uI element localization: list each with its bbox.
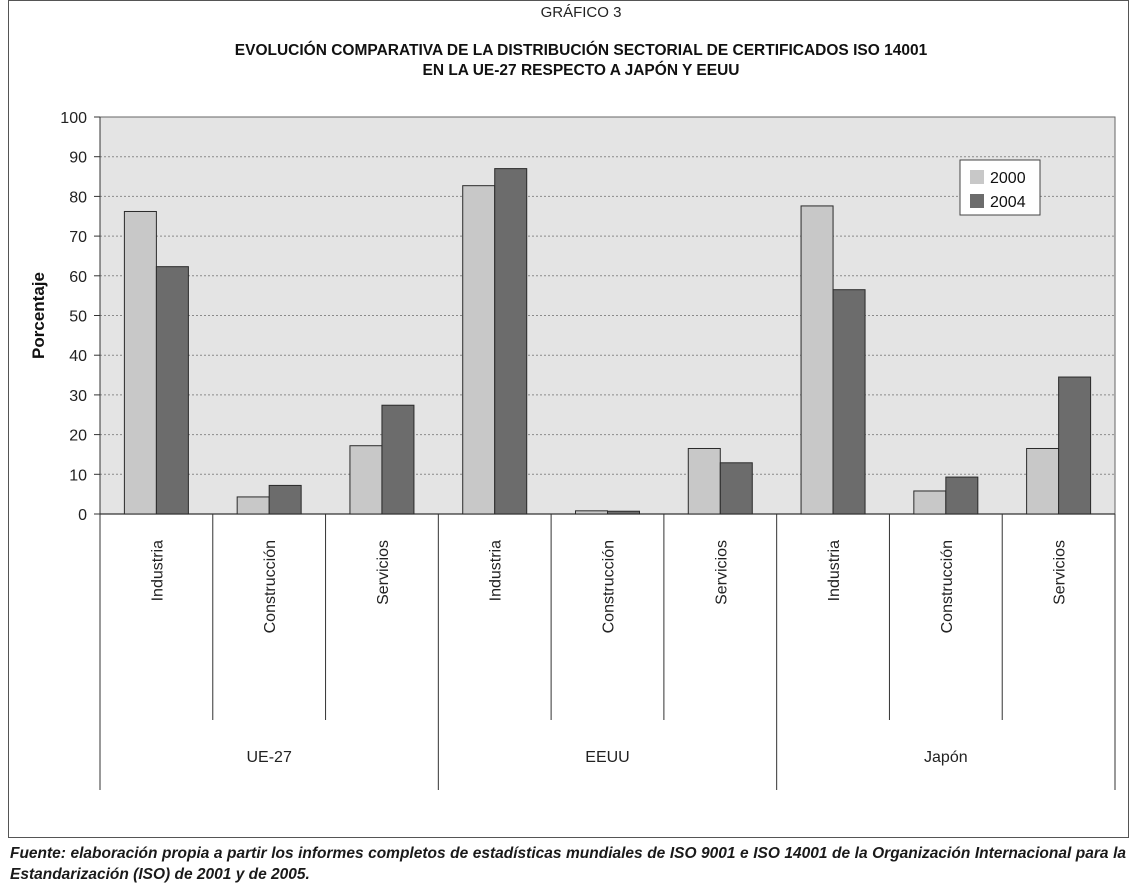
bar-2004-eeuu-1 (607, 510, 640, 515)
y-tick-label: 80 (69, 189, 87, 206)
bar-2000-eeuu-0 (462, 185, 496, 515)
y-tick-label: 60 (69, 269, 87, 286)
bar-2000-japón-2 (1026, 447, 1060, 515)
category-label: Construcción (939, 540, 956, 633)
category-label: Industria (488, 540, 505, 601)
group-label: EEUU (585, 749, 629, 766)
source-note: Fuente: elaboración propia a partir los … (10, 845, 1126, 883)
bar-2000-japón-0 (800, 205, 834, 515)
y-tick-label: 0 (78, 507, 87, 524)
bar-2000-eeuu-2 (687, 447, 721, 515)
chart-supertitle: GRÁFICO 3 (541, 4, 622, 21)
legend-label-2000: 2000 (990, 170, 1026, 187)
bar-2004-ue-27-1 (268, 484, 302, 515)
bar-2004-eeuu-0 (494, 168, 528, 515)
y-tick-label: 40 (69, 348, 87, 365)
category-label: Servicios (375, 540, 392, 605)
category-label: Construcción (601, 540, 618, 633)
bar-2004-japón-1 (945, 476, 979, 515)
bar-2004-japón-0 (832, 289, 866, 515)
bar-2000-eeuu-1 (575, 510, 608, 515)
y-tick-label: 70 (69, 229, 87, 246)
y-tick-label: 20 (69, 428, 87, 445)
y-axis-label: Porcentaje (29, 272, 48, 359)
category-label: Industria (826, 540, 843, 601)
bar-2004-ue-27-2 (381, 404, 415, 515)
bar-chart: GRÁFICO 3 EVOLUCIÓN COMPARATIVA DE LA DIS… (29, 4, 1116, 790)
y-tick-label: 50 (69, 309, 87, 326)
bar-2000-japón-1 (913, 490, 947, 515)
legend-label-2004: 2004 (990, 194, 1026, 211)
bar-2004-ue-27-0 (155, 266, 189, 515)
legend-swatch-2004 (970, 194, 984, 208)
bar-2004-eeuu-2 (719, 462, 753, 515)
category-label: Servicios (713, 540, 730, 605)
category-label: Servicios (1052, 540, 1069, 605)
y-tick-label: 10 (69, 467, 87, 484)
y-tick-label: 100 (60, 110, 87, 127)
group-label: Japón (924, 749, 968, 766)
category-label: Industria (149, 540, 166, 601)
bar-2000-ue-27-0 (123, 210, 157, 515)
bar-2000-ue-27-2 (349, 445, 383, 515)
y-tick-label: 30 (69, 388, 87, 405)
group-label: UE-27 (246, 749, 291, 766)
category-label: Construcción (262, 540, 279, 633)
bar-2004-japón-2 (1058, 376, 1092, 515)
bar-2000-ue-27-1 (236, 496, 270, 515)
y-tick-label: 90 (69, 150, 87, 167)
legend-swatch-2000 (970, 170, 984, 184)
chart-title-line: EN LA UE-27 RESPECTO A JAPÓN Y EEUU (423, 61, 740, 79)
chart-title-line: EVOLUCIÓN COMPARATIVA DE LA DISTRIBUCIÓN… (235, 41, 928, 59)
